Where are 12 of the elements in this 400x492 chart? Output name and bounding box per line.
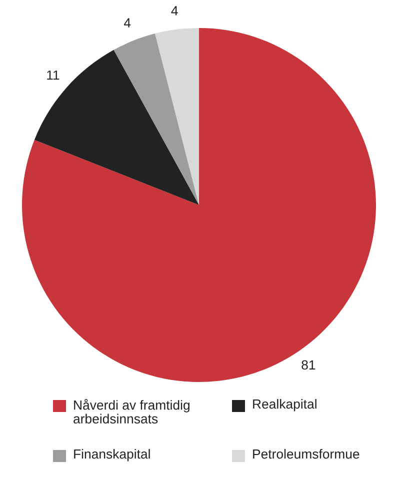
legend-label: Finanskapital — [74, 449, 150, 462]
pie-slice — [22, 28, 376, 382]
data-label: 81 — [302, 360, 316, 370]
pie-slice — [114, 34, 199, 205]
data-label: 4 — [124, 18, 131, 28]
pie-slice — [154, 28, 199, 205]
legend-label: Petroleumsformue — [253, 449, 360, 459]
legend-label: Realkapital — [253, 399, 316, 412]
pie-slice — [34, 50, 199, 205]
legend-label: Nåverdi av framtidig arbeidsinnsats — [74, 399, 190, 424]
data-label: 11 — [47, 70, 60, 80]
data-label: 4 — [171, 6, 178, 16]
